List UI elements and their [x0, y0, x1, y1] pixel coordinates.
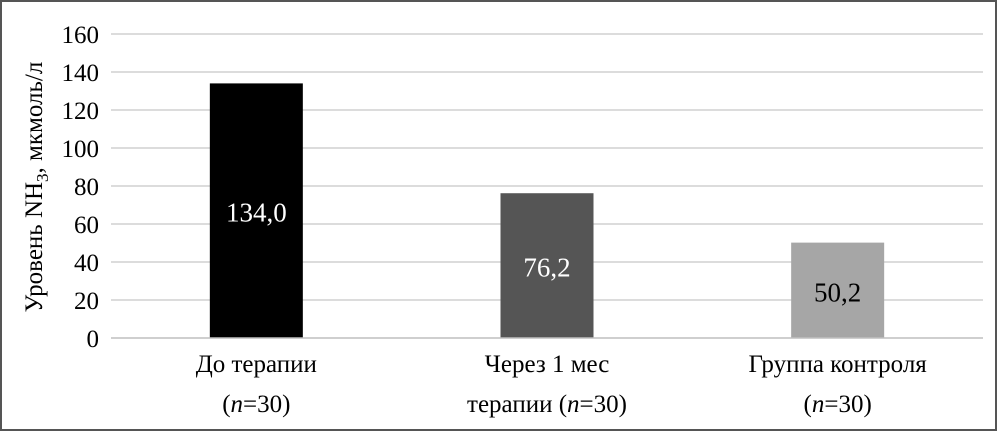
- sample-size-open: (: [222, 391, 230, 418]
- bar-value-label: 76,2: [523, 253, 570, 283]
- y-tick-label: 80: [74, 174, 99, 201]
- sample-size-open: терапии (: [467, 391, 567, 418]
- y-tick-label: 120: [62, 98, 100, 125]
- sample-size-value: =30): [824, 391, 871, 418]
- sample-size-n: n: [567, 391, 580, 418]
- y-axis-title-suffix: , мкмоль/л: [21, 62, 48, 174]
- y-tick-label: 0: [87, 326, 100, 353]
- bar: [500, 193, 594, 338]
- sample-size-n: n: [812, 391, 825, 418]
- sample-size-value: =30): [580, 391, 627, 418]
- x-category-label: Через 1 мес: [485, 351, 610, 378]
- y-tick-label: 140: [62, 60, 100, 87]
- y-axis-title-subscript: 3: [33, 173, 52, 182]
- y-tick-label: 160: [62, 22, 100, 49]
- bar-value-label: 134,0: [226, 198, 287, 228]
- y-axis-title-prefix: Уровень NH: [21, 182, 48, 312]
- x-category-label: Группа контроля: [749, 351, 928, 378]
- y-tick-label: 40: [74, 250, 99, 277]
- y-axis-title: Уровень NH3, мкмоль/л: [21, 62, 52, 313]
- sample-size-value: =30): [243, 391, 290, 418]
- bar: [209, 83, 303, 339]
- y-axis-ticks: 0 20 40 60 80 100 120 140 160: [62, 22, 100, 353]
- bar: [791, 242, 885, 338]
- x-category-sample-size: терапии (n=30): [467, 391, 627, 418]
- y-tick-label: 60: [74, 212, 99, 239]
- sample-size-open: (: [804, 391, 812, 418]
- bar-value-label: 50,2: [814, 277, 861, 307]
- y-tick-label: 20: [74, 288, 99, 315]
- y-tick-label: 100: [62, 136, 100, 163]
- x-category-sample-size: (n=30): [222, 391, 290, 418]
- sample-size-n: n: [231, 391, 244, 418]
- bars: 134,0 76,2 50,2: [209, 83, 885, 339]
- x-category-sample-size: (n=30): [804, 391, 872, 418]
- x-category-label: До терапии: [196, 351, 317, 378]
